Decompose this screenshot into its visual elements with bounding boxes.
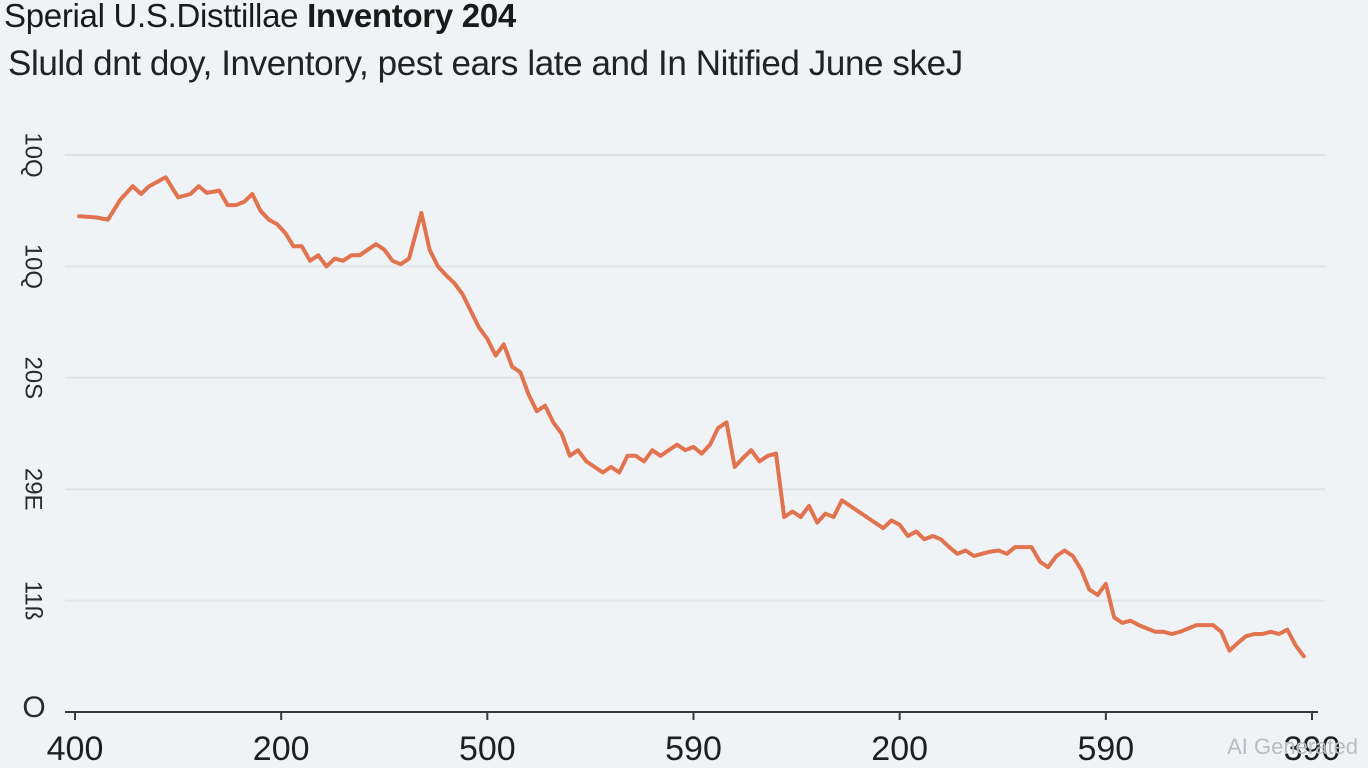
series-line-inventory: [77, 175, 1306, 659]
series-layer: [77, 175, 1306, 659]
y-tick-label: 29E: [20, 468, 47, 511]
x-tick-label: 500: [459, 730, 516, 768]
y-tick-label: 20S: [20, 356, 47, 399]
chart-title-part2: Disttillae: [176, 0, 308, 34]
x-tick-label: 200: [871, 730, 928, 768]
ai-generated-watermark: AI Generated: [1227, 734, 1358, 759]
y-tick-labels: O 11ß 29E 20S 10Q 10Q: [20, 132, 47, 724]
x-tick-label: 390: [1284, 730, 1341, 768]
axes: [65, 711, 1318, 720]
x-tick-label: 590: [665, 730, 722, 768]
chart-subtitle: Sluld dnt doy, Inventory, pest ears late…: [8, 44, 963, 83]
y-tick-label: O: [22, 691, 45, 724]
y-tick-label: 11ß: [20, 581, 47, 621]
chart-title: Sperial U.S.Disttillae Inventory 204: [4, 0, 516, 35]
x-tick-label: 590: [1077, 730, 1134, 768]
chart-title-part3: Inventory 204: [307, 0, 516, 34]
x-tick-label: 200: [253, 730, 310, 768]
y-tick-label: 10Q: [20, 132, 47, 177]
x-tick-labels: 400 200 500 590 200 590 390: [47, 730, 1341, 768]
grid-lines: [65, 154, 1325, 602]
chart-title-part1: Sperial U.S.: [4, 0, 177, 34]
x-tick-label: 400: [47, 730, 104, 768]
y-tick-label: 10Q: [20, 244, 47, 289]
